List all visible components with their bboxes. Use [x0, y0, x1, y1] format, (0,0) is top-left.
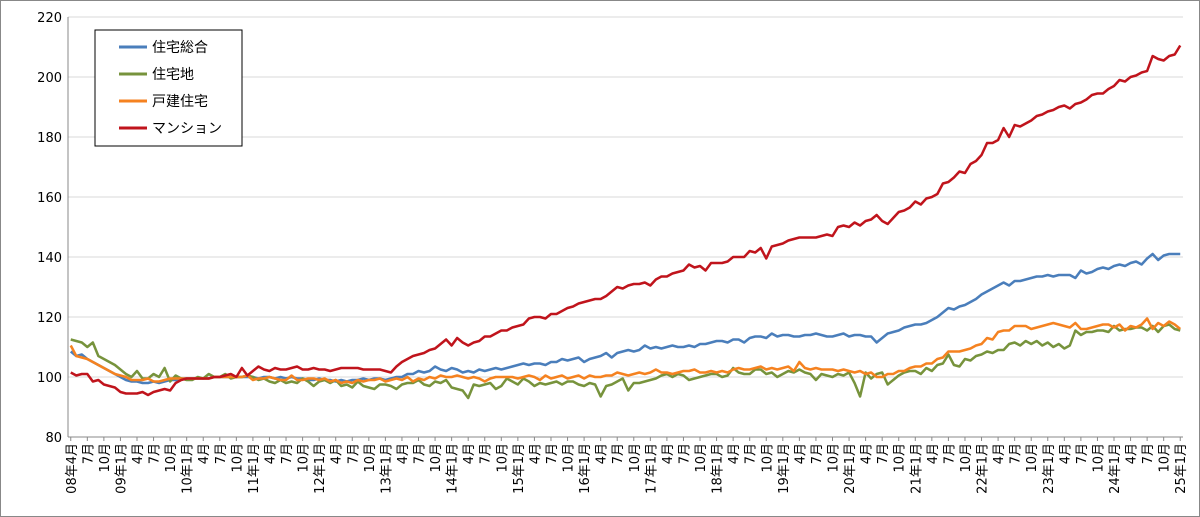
x-tick-label: 12年1月: [313, 443, 328, 494]
y-tick-label: 220: [37, 11, 62, 26]
x-tick-label: 10月: [628, 443, 643, 473]
x-tick-label: 21年1月: [909, 443, 924, 494]
x-tick-label: 7月: [876, 443, 891, 464]
x-tick-label: 10月: [363, 443, 378, 473]
x-tick-label: 10月: [495, 443, 510, 473]
x-tick-label: 4月: [528, 443, 543, 464]
x-tick-label: 17年1月: [644, 443, 659, 494]
x-tick-label: 20年1月: [843, 443, 858, 494]
x-tick-label: 4月: [1058, 443, 1073, 464]
x-tick-label: 10月: [1025, 443, 1040, 473]
x-tick-label: 25年1月: [1174, 443, 1189, 494]
x-tick-label: 7月: [1141, 443, 1156, 464]
x-tick-label: 7月: [81, 443, 96, 464]
series-line: [69, 317, 1182, 385]
x-tick-label: 7月: [479, 443, 494, 464]
legend-label: マンション: [152, 121, 222, 137]
x-tick-label: 4月: [992, 443, 1007, 464]
x-tick-label: 4月: [793, 443, 808, 464]
x-tick-label: 4月: [1125, 443, 1140, 464]
legend-box: [94, 29, 243, 147]
x-tick-label: 19年1月: [777, 443, 792, 494]
x-tick-label: 7月: [611, 443, 626, 464]
x-tick-label: 7月: [1075, 443, 1090, 464]
x-tick-label: 7月: [214, 443, 229, 464]
y-tick-label: 120: [37, 311, 62, 326]
x-tick-label: 10月: [98, 443, 113, 473]
x-tick-label: 4月: [197, 443, 212, 464]
x-tick-label: 4月: [595, 443, 610, 464]
y-tick-label: 100: [37, 371, 62, 386]
x-tick-label: 7月: [677, 443, 692, 464]
x-tick-label: 10月: [1158, 443, 1173, 473]
x-tick-label: 10月: [164, 443, 179, 473]
x-tick-label: 7月: [346, 443, 361, 464]
y-tick-label: 200: [37, 71, 62, 86]
x-tick-label: 16年1月: [578, 443, 593, 494]
x-tick-label: 7月: [810, 443, 825, 464]
legend-label: 住宅地: [152, 67, 194, 83]
x-tick-label: 4月: [330, 443, 345, 464]
x-tick-label: 4月: [727, 443, 742, 464]
x-tick-label: 18年1月: [711, 443, 726, 494]
x-tick-label: 10年1月: [181, 443, 196, 494]
lines: [69, 44, 1182, 400]
x-tick-label: 7月: [744, 443, 759, 464]
x-tick-label: 4月: [263, 443, 278, 464]
x-tick-label: 4月: [396, 443, 411, 464]
x-tick-label: 10月: [1091, 443, 1106, 473]
x-tick-label: 4月: [926, 443, 941, 464]
x-tick-label: 4月: [462, 443, 477, 464]
x-tick-label: 11年1月: [247, 443, 262, 494]
x-tick-label: 4月: [131, 443, 146, 464]
x-tick-label: 08年4月: [65, 443, 80, 494]
x-tick-label: 09年1月: [114, 443, 129, 494]
x-tick-label: 23年1月: [1042, 443, 1057, 494]
x-tick-label: 7月: [280, 443, 295, 464]
x-tick-label: 10月: [959, 443, 974, 473]
x-tick-label: 14年1月: [446, 443, 461, 494]
x-tick-label: 10月: [694, 443, 709, 473]
x-tick-label: 10月: [429, 443, 444, 473]
y-tick-label: 180: [37, 131, 62, 146]
x-tick-label: 7月: [942, 443, 957, 464]
x-tick-label: 22年1月: [976, 443, 991, 494]
x-tick-label: 4月: [860, 443, 875, 464]
x-tick-label: 10月: [297, 443, 312, 473]
x-tick-label: 4月: [661, 443, 676, 464]
y-tick-label: 160: [37, 191, 62, 206]
x-tick-label: 7月: [148, 443, 163, 464]
x-tick-label: 10月: [230, 443, 245, 473]
legend-label: 住宅総合: [152, 40, 208, 56]
x-tick-label: 7月: [545, 443, 560, 464]
y-tick-label: 140: [37, 251, 62, 266]
x-tick-label: 10月: [826, 443, 841, 473]
x-tick-label: 24年1月: [1108, 443, 1123, 494]
x-tick-label: 7月: [1009, 443, 1024, 464]
x-tick-label: 10月: [893, 443, 908, 473]
series-line: [70, 44, 1182, 397]
x-tick-label: 15年1月: [512, 443, 527, 494]
x-tick-label: 10月: [562, 443, 577, 473]
x-tick-label: 13年1月: [379, 443, 394, 494]
x-tick-label: 10月: [760, 443, 775, 473]
y-tick-label: 80: [45, 431, 62, 446]
x-tick-label: 7月: [413, 443, 428, 464]
legend-label: 戸建住宅: [152, 94, 208, 110]
